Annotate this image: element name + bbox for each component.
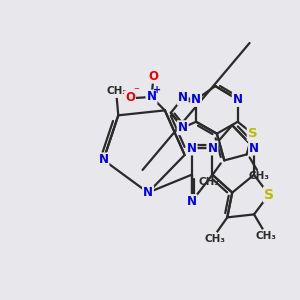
Text: CH₃: CH₃	[106, 86, 127, 96]
Text: +: +	[153, 85, 161, 95]
Text: O: O	[148, 70, 158, 83]
Text: O: O	[125, 92, 135, 104]
Text: N: N	[178, 92, 188, 104]
Text: N: N	[187, 195, 196, 208]
Text: N: N	[233, 93, 243, 106]
Text: S: S	[264, 188, 274, 202]
Text: N: N	[191, 93, 201, 106]
Text: N: N	[143, 186, 153, 199]
Text: ⁻: ⁻	[133, 86, 139, 96]
Text: S: S	[248, 127, 257, 140]
Text: N: N	[178, 121, 188, 134]
Text: CH₃: CH₃	[198, 177, 219, 187]
Text: N: N	[146, 91, 157, 103]
Text: N: N	[187, 142, 196, 154]
Text: CH₃: CH₃	[205, 234, 226, 244]
Text: CH₃: CH₃	[255, 231, 276, 242]
Text: N: N	[98, 153, 108, 167]
Text: N: N	[207, 142, 218, 154]
Text: N: N	[249, 142, 259, 154]
Text: CH₃: CH₃	[249, 171, 270, 181]
